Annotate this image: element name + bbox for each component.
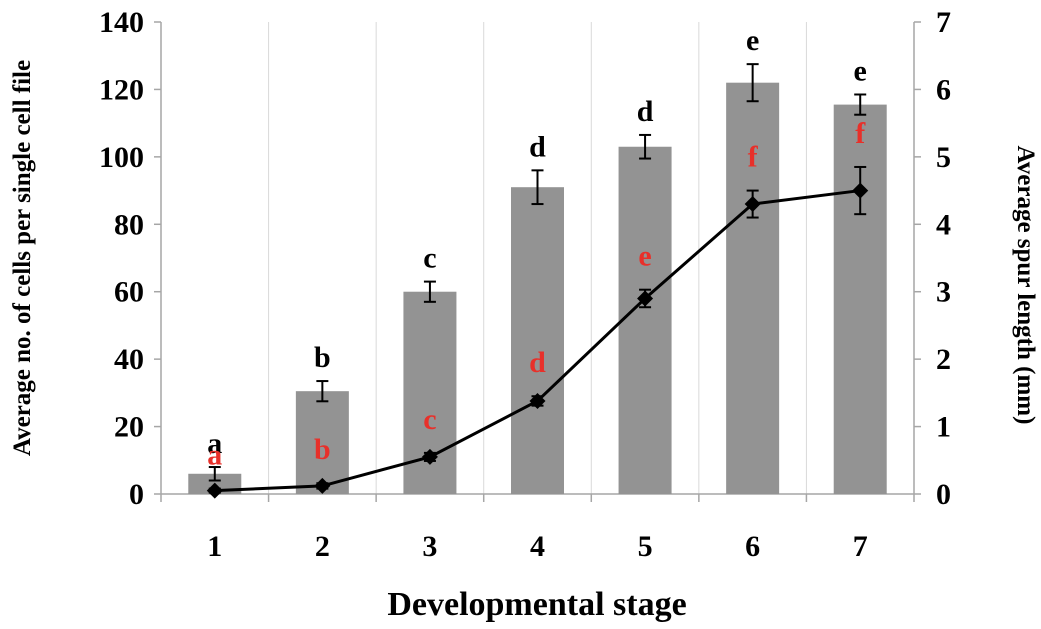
- x-tick-label: 4: [530, 530, 545, 563]
- y-tick-label: 40: [114, 343, 144, 376]
- bar-significance-letter: e: [746, 24, 759, 57]
- bar: [618, 146, 672, 494]
- y-tick-label: 120: [99, 73, 144, 106]
- line-point: [637, 290, 654, 307]
- line-significance-letter: d: [529, 346, 546, 379]
- line-significance-letter: f: [855, 117, 866, 150]
- bar: [511, 187, 564, 494]
- gridlines: [268, 22, 915, 494]
- y-axis-title: Average no. of cells per single cell fil…: [9, 60, 36, 456]
- x-tick-label: 6: [745, 530, 760, 563]
- line-point: [744, 196, 761, 213]
- x-tick-label: 5: [638, 530, 653, 563]
- x-tick-label: 1: [207, 530, 222, 563]
- y2-tick-label: 3: [936, 276, 951, 309]
- line-significance-letter: a: [207, 439, 222, 472]
- x-axis-title: Developmental stage: [387, 586, 686, 623]
- y2-tick-label: 6: [936, 73, 951, 106]
- bar-significance-letter: e: [854, 54, 867, 87]
- y-tick-label: 60: [114, 276, 144, 309]
- y2-tick-label: 0: [936, 478, 951, 511]
- x-tick-label: 2: [315, 530, 330, 563]
- line-point: [206, 482, 223, 499]
- line-point: [529, 392, 546, 409]
- line-point: [421, 448, 438, 465]
- line-significance-letter: b: [314, 433, 331, 466]
- y-tick-label: 100: [99, 141, 144, 174]
- y-tick-label: 140: [99, 6, 144, 39]
- line-significance-letter: c: [423, 403, 436, 436]
- x-tick-label: 3: [422, 530, 437, 563]
- y2-tick-label: 1: [936, 411, 951, 444]
- bar-significance-letter: d: [529, 130, 546, 163]
- bar: [726, 82, 780, 494]
- bar-significance-letter: a: [207, 427, 222, 460]
- line-point: [314, 477, 331, 494]
- y-tick-label: 80: [114, 208, 144, 241]
- bar-significance-letter: d: [637, 95, 654, 128]
- bar: [295, 391, 349, 494]
- y2-axis-title: Average spur length (mm): [1012, 146, 1039, 425]
- bar-significance-letter: b: [314, 341, 331, 374]
- bar: [833, 104, 887, 494]
- bar-series: [188, 63, 887, 494]
- x-tick-label: 7: [853, 530, 868, 563]
- y2-tick-label: 2: [936, 343, 951, 376]
- bar-significance-letter: c: [423, 242, 436, 275]
- y2-tick-label: 5: [936, 141, 951, 174]
- axes: 0 20 40 60 80 100 120 140 0 1 2 3 4 5 6 7 1 2 3 4 5 6 7: [99, 6, 951, 563]
- line-significance-letter: e: [638, 240, 651, 273]
- y2-tick-label: 7: [936, 6, 951, 39]
- line-significance-letter: f: [748, 141, 759, 174]
- y-tick-label: 0: [129, 478, 144, 511]
- y2-tick-label: 4: [936, 208, 951, 241]
- line-series: [206, 165, 869, 499]
- y-tick-label: 20: [114, 411, 144, 444]
- line-point: [852, 182, 869, 199]
